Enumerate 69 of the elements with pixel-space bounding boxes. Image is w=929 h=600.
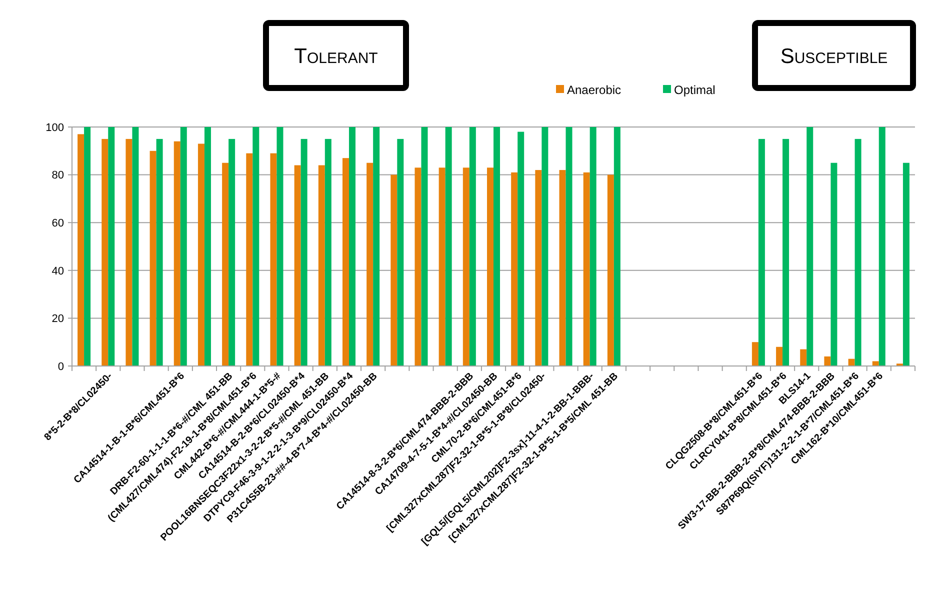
bar bbox=[438, 168, 446, 366]
bar bbox=[854, 138, 862, 366]
bar bbox=[758, 138, 765, 366]
bar bbox=[414, 168, 422, 366]
bar bbox=[848, 358, 855, 366]
bar bbox=[462, 168, 470, 366]
bar bbox=[348, 127, 356, 366]
legend-label: Anaerobic bbox=[567, 83, 622, 98]
bar bbox=[535, 170, 542, 366]
bar bbox=[421, 127, 428, 366]
bar bbox=[752, 342, 758, 366]
bar bbox=[445, 127, 452, 366]
bar bbox=[102, 138, 108, 366]
bar bbox=[270, 153, 277, 366]
bar bbox=[902, 162, 910, 366]
bar bbox=[878, 127, 886, 366]
bar bbox=[78, 134, 84, 366]
bar bbox=[397, 138, 404, 366]
y-tick-label: 20 bbox=[52, 313, 64, 326]
bar bbox=[198, 144, 204, 366]
bar bbox=[246, 153, 253, 366]
bar bbox=[318, 165, 325, 366]
bar bbox=[607, 174, 614, 366]
y-tick-label: 80 bbox=[52, 170, 64, 182]
bar bbox=[806, 127, 814, 366]
y-tick-label: 60 bbox=[52, 217, 64, 230]
bar bbox=[494, 127, 500, 366]
bar bbox=[366, 162, 374, 366]
bar bbox=[559, 170, 566, 366]
bar bbox=[180, 127, 187, 366]
bar bbox=[222, 162, 229, 366]
bar bbox=[300, 138, 308, 366]
bar bbox=[566, 127, 572, 366]
bar bbox=[872, 361, 879, 366]
bar bbox=[390, 174, 398, 366]
bar bbox=[174, 141, 180, 366]
bar bbox=[824, 356, 831, 366]
bar bbox=[373, 127, 380, 366]
bar bbox=[126, 138, 132, 366]
bar bbox=[776, 346, 783, 366]
bar bbox=[228, 138, 236, 366]
bar bbox=[800, 349, 807, 366]
text: Tolerant bbox=[294, 44, 378, 68]
bar bbox=[276, 127, 284, 366]
bar bbox=[342, 158, 349, 366]
bar bbox=[830, 162, 838, 366]
bar bbox=[132, 127, 139, 366]
bar bbox=[487, 168, 494, 366]
bar bbox=[252, 127, 260, 366]
bar bbox=[782, 138, 790, 366]
y-tick-label: 0 bbox=[58, 360, 64, 373]
bar bbox=[294, 165, 301, 366]
text: Susceptible bbox=[780, 44, 888, 68]
bar bbox=[108, 127, 115, 366]
bar bbox=[469, 127, 476, 366]
bar bbox=[150, 150, 156, 366]
bar bbox=[511, 172, 518, 366]
bar bbox=[204, 127, 211, 366]
bar bbox=[590, 127, 596, 366]
bar bbox=[542, 127, 548, 366]
legend-label: Optimal bbox=[674, 83, 716, 98]
bar bbox=[84, 127, 91, 366]
bar bbox=[324, 138, 332, 366]
bar bbox=[614, 127, 620, 366]
y-tick-label: 100 bbox=[46, 122, 64, 134]
bar bbox=[518, 132, 524, 366]
y-tick-label: 40 bbox=[52, 265, 64, 278]
bar bbox=[583, 172, 590, 366]
bar bbox=[156, 138, 163, 366]
